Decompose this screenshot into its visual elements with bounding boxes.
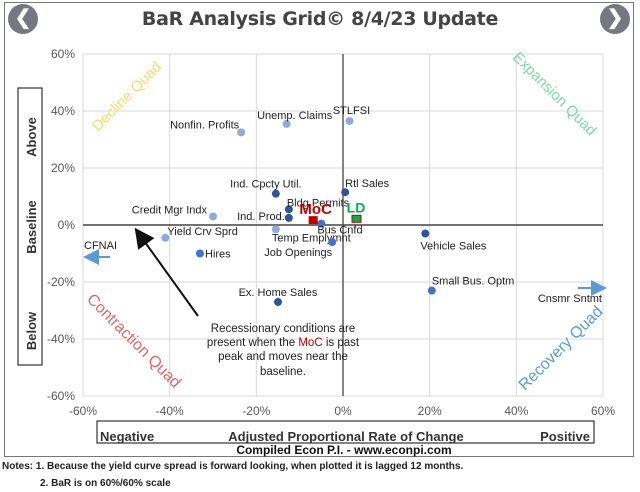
annotation-arrow-icon <box>134 227 199 317</box>
cnsmr-sntmt-label: Cnsmr Sntmt <box>538 293 602 305</box>
y-tick-label: 0% <box>58 218 76 232</box>
x-label-positive: Positive <box>540 429 590 444</box>
point-label: Ind. Cpcty Util. <box>230 179 302 191</box>
moc-marker[interactable] <box>308 216 318 225</box>
point-label: Bus Cnfd <box>317 225 362 237</box>
data-point[interactable] <box>161 233 170 242</box>
point-label: Ex. Home Sales <box>239 287 318 299</box>
quad-label-decline: Decline Quad <box>89 59 165 135</box>
point-label: Credit Mgr Indx <box>132 204 208 216</box>
x-tick-label: 40% <box>504 404 528 418</box>
quad-label-recovery: Recovery Quad <box>516 303 607 394</box>
data-point[interactable] <box>271 225 280 234</box>
data-point[interactable] <box>421 229 430 238</box>
data-point[interactable] <box>341 188 350 197</box>
credit-text: Compiled Econ P.I. - www.econpi.com <box>236 443 451 457</box>
data-point[interactable] <box>282 119 291 128</box>
data-point[interactable] <box>284 213 293 222</box>
point-label: Ind. Prod. <box>237 211 285 223</box>
x-tick-label: -40% <box>156 404 184 418</box>
moc-highlight: MoC <box>298 337 322 349</box>
y-tick-label: -20% <box>47 275 75 289</box>
data-point[interactable] <box>196 249 204 258</box>
ld-label: LD <box>347 199 366 215</box>
data-point[interactable] <box>427 286 436 295</box>
page-title: BaR Analysis Grid© 8/4/23 Update <box>141 8 499 30</box>
y-tick-label: -40% <box>47 332 75 346</box>
note-1: Notes: 1. Because the yield curve spread… <box>2 461 464 472</box>
point-label: STLFSI <box>333 105 370 117</box>
annotation-line: present when the MoC is past <box>207 337 360 349</box>
x-tick-label: 20% <box>418 404 442 418</box>
data-point[interactable] <box>345 116 354 125</box>
point-label: Unemp. Claims <box>257 110 333 122</box>
data-point[interactable] <box>317 219 326 228</box>
y-label-baseline: Baseline <box>24 200 39 253</box>
prev-button[interactable]: ❮ <box>8 4 38 34</box>
y-tick-label: 20% <box>51 161 75 175</box>
point-label: Bldg Permits <box>287 197 350 209</box>
annotation-line: peak and moves near the <box>218 351 348 363</box>
point-label: Nonfin. Profits <box>170 119 240 131</box>
data-point[interactable] <box>284 205 293 214</box>
x-axis-title: Adjusted Proportional Rate of Change <box>228 429 463 444</box>
data-point[interactable] <box>237 128 246 137</box>
y-label-above: Above <box>24 117 39 157</box>
cfnai-label: CFNAI <box>84 240 117 252</box>
next-button[interactable]: ❯ <box>600 4 630 34</box>
data-point[interactable] <box>274 297 282 306</box>
annotation-line: Recessionary conditions are <box>211 323 355 335</box>
x-tick-label: -20% <box>242 404 270 418</box>
moc-label: MoC <box>299 201 332 218</box>
annotation-line: baseline. <box>260 366 306 378</box>
quad-label-expansion: Expansion Quad <box>509 49 599 139</box>
y-tick-label: -60% <box>47 389 75 403</box>
point-label: Small Bus. Optm <box>432 276 515 288</box>
point-label: Job Openings <box>264 247 332 259</box>
data-point[interactable] <box>271 189 280 198</box>
y-label-below: Below <box>24 311 39 350</box>
x-tick-label: -60% <box>69 404 97 418</box>
point-label: Temp Emplymnt <box>272 232 351 244</box>
x-tick-label: 0% <box>334 404 352 418</box>
point-label: Vehicle Sales <box>420 241 487 253</box>
note-2: 2. BaR is on 60%/60% scale <box>40 478 171 489</box>
data-point[interactable] <box>209 212 217 221</box>
quad-label-contraction: Contraction Quad <box>83 291 184 392</box>
ld-marker[interactable] <box>351 214 362 223</box>
point-label: Yield Crv Sprd <box>167 226 238 238</box>
chevron-right-icon: ❯ <box>606 7 624 29</box>
y-side-box <box>17 87 43 366</box>
chevron-left-icon: ❮ <box>14 7 32 29</box>
point-label: Hires <box>205 249 231 261</box>
x-label-negative: Negative <box>100 429 154 444</box>
point-label: Rtl Sales <box>345 178 390 190</box>
chart-frame <box>4 2 634 457</box>
data-point[interactable] <box>328 238 337 247</box>
x-bottom-box <box>96 420 595 444</box>
y-tick-label: 60% <box>51 47 75 61</box>
y-tick-label: 40% <box>51 104 75 118</box>
x-tick-label: 60% <box>591 404 615 418</box>
